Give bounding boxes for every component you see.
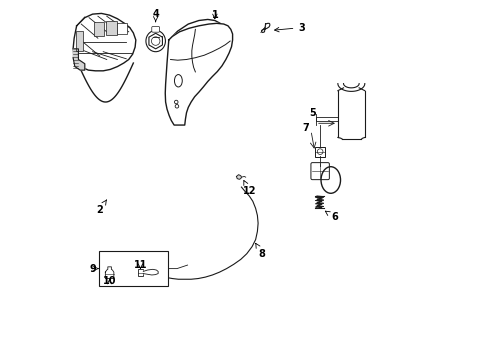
Text: 11: 11	[134, 260, 147, 270]
Polygon shape	[149, 33, 162, 49]
Polygon shape	[169, 19, 226, 42]
Text: 1: 1	[212, 10, 218, 20]
FancyBboxPatch shape	[75, 31, 83, 51]
Polygon shape	[73, 13, 136, 71]
Text: 2: 2	[97, 200, 106, 215]
Text: 6: 6	[325, 211, 338, 222]
Text: 7: 7	[303, 122, 309, 132]
Polygon shape	[178, 26, 216, 35]
Text: 5: 5	[309, 108, 316, 118]
Text: 4: 4	[152, 9, 159, 22]
Bar	[99, 251, 168, 286]
Polygon shape	[237, 175, 242, 179]
Text: 12: 12	[243, 180, 256, 196]
Polygon shape	[105, 267, 114, 279]
Polygon shape	[262, 23, 270, 32]
FancyBboxPatch shape	[152, 27, 160, 32]
FancyBboxPatch shape	[106, 21, 117, 35]
Polygon shape	[143, 269, 158, 275]
FancyBboxPatch shape	[138, 269, 143, 276]
Polygon shape	[165, 23, 233, 125]
FancyBboxPatch shape	[95, 22, 104, 36]
Text: 9: 9	[90, 264, 97, 274]
Bar	[315, 147, 325, 157]
FancyBboxPatch shape	[311, 163, 329, 180]
Text: 10: 10	[103, 276, 116, 286]
Polygon shape	[73, 49, 85, 70]
Text: 8: 8	[256, 243, 266, 259]
FancyBboxPatch shape	[118, 23, 127, 34]
Text: 3: 3	[274, 23, 305, 33]
